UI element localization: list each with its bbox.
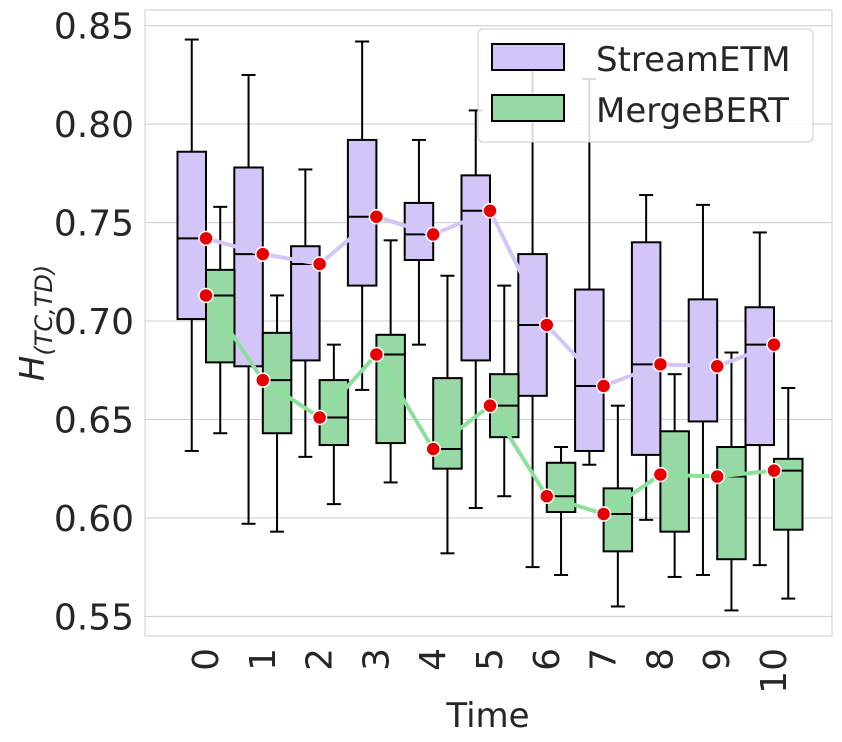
mean-point-streametm xyxy=(709,358,725,375)
y-axis-title-main: H xyxy=(13,356,53,382)
mean-point-streametm xyxy=(766,336,782,353)
legend: StreamETM MergeBERT xyxy=(477,28,814,143)
x-tick-label: 3 xyxy=(356,648,397,671)
legend-label-mergebert: MergeBERT xyxy=(596,91,789,131)
box-iqr xyxy=(659,430,690,533)
mean-point-streametm xyxy=(198,230,214,247)
mean-point-mergebert xyxy=(766,462,782,479)
box-streametm-2 xyxy=(290,168,321,458)
y-axis-title-subscript: (TC,TD) xyxy=(30,265,58,356)
y-tick-label: 0.60 xyxy=(54,499,134,540)
mean-point-streametm xyxy=(255,246,271,262)
box-mergebert-9 xyxy=(716,351,747,612)
mean-markers xyxy=(198,203,782,522)
x-tick-label: 6 xyxy=(527,648,568,671)
legend-swatch-streametm xyxy=(491,43,565,71)
mean-point-mergebert xyxy=(539,488,555,504)
legend-swatch-mergebert xyxy=(491,94,565,122)
legend-label-streametm: StreamETM xyxy=(596,40,791,80)
y-tick-label: 0.80 xyxy=(54,105,134,146)
mean-point-mergebert xyxy=(595,506,612,522)
x-axis-title: Time xyxy=(445,696,529,736)
box-mergebert-6 xyxy=(545,446,577,576)
y-tick-label: 0.65 xyxy=(54,400,134,441)
box-streametm-1 xyxy=(233,73,264,525)
box-iqr xyxy=(744,306,775,447)
mean-point-streametm xyxy=(425,226,441,243)
mean-point-mergebert xyxy=(198,287,214,304)
x-tick-label: 10 xyxy=(754,648,795,694)
box-iqr xyxy=(545,461,577,513)
box-streametm-8 xyxy=(630,194,662,521)
mean-point-streametm xyxy=(539,317,555,333)
x-tick-label: 7 xyxy=(584,648,625,671)
mean-point-mergebert xyxy=(311,409,328,426)
box-iqr xyxy=(460,174,491,362)
x-tick-label: 4 xyxy=(413,648,454,671)
mean-point-mergebert xyxy=(652,466,669,483)
box-mergebert-10 xyxy=(773,386,804,600)
mean-point-mergebert xyxy=(709,468,725,485)
y-tick-label: 0.75 xyxy=(54,204,134,245)
mean-point-mergebert xyxy=(482,397,498,414)
mean-point-streametm xyxy=(595,378,612,394)
box-iqr xyxy=(716,446,747,561)
mean-point-mergebert xyxy=(368,346,385,363)
y-axis-title: H(TC,TD) xyxy=(13,265,58,382)
mean-point-streametm xyxy=(368,208,385,225)
x-tick-label: 8 xyxy=(640,648,681,671)
box-iqr xyxy=(233,166,264,368)
mean-point-streametm xyxy=(311,256,328,272)
y-tick-label: 0.85 xyxy=(54,7,134,48)
box-streametm-10 xyxy=(744,231,775,567)
x-tick-label: 0 xyxy=(186,648,227,671)
y-axis-ticks: 0.55 0.60 0.65 0.70 0.75 0.80 0.85 xyxy=(54,7,134,639)
x-tick-label: 2 xyxy=(300,648,341,671)
x-tick-label: 9 xyxy=(697,648,738,671)
mean-point-mergebert xyxy=(255,372,271,388)
y-tick-label: 0.55 xyxy=(54,597,134,638)
x-tick-label: 1 xyxy=(243,648,284,671)
x-tick-label: 5 xyxy=(470,648,511,671)
mean-point-mergebert xyxy=(425,441,441,457)
box-iqr xyxy=(630,241,662,456)
mean-point-streametm xyxy=(482,203,498,219)
box-mergebert-1 xyxy=(261,294,293,533)
mean-point-streametm xyxy=(652,356,669,373)
x-axis-ticks: 0 1 2 3 4 5 6 7 8 9 10 xyxy=(186,648,795,694)
y-tick-label: 0.70 xyxy=(54,302,134,343)
